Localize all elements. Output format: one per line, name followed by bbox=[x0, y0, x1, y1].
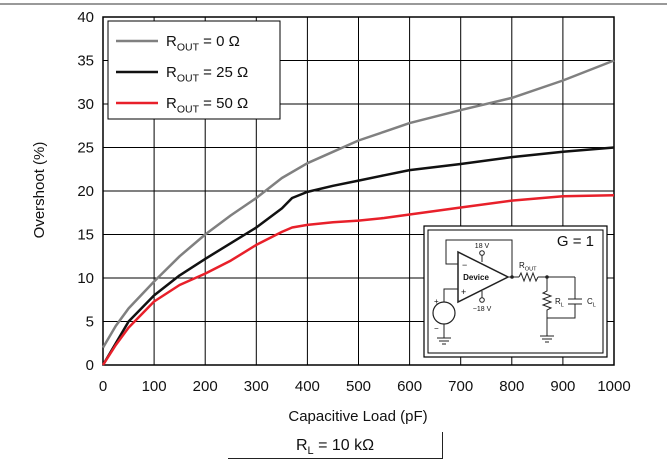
x-tick-label: 500 bbox=[346, 378, 371, 395]
x-tick-label: 300 bbox=[244, 378, 269, 395]
output-node bbox=[510, 275, 514, 279]
y-tick-label: 20 bbox=[77, 183, 94, 200]
series-line-0 bbox=[101, 59, 615, 349]
y-axis-title: Overshoot (%) bbox=[31, 142, 48, 239]
x-tick-label: 100 bbox=[142, 378, 167, 395]
series-lines bbox=[101, 59, 615, 366]
source-minus: − bbox=[434, 324, 439, 333]
supply-pos-node bbox=[479, 250, 485, 256]
supply-pos-label: 18 V bbox=[475, 243, 490, 250]
opamp-triangle bbox=[457, 250, 510, 304]
circuit-inset: G = 1 Device − +18 V −18 V ROUT RL CL + − bbox=[423, 225, 608, 358]
x-tick-label: 700 bbox=[448, 378, 473, 395]
y-tick-label: 40 bbox=[77, 9, 94, 26]
y-tick-label: 15 bbox=[77, 227, 94, 244]
rout-label: ROUT bbox=[519, 261, 537, 272]
x-axis-title: Capacitive Load (pF) bbox=[288, 408, 427, 425]
rout-resistor bbox=[518, 271, 539, 283]
x-tick-label: 0 bbox=[99, 378, 107, 395]
supply-neg-node bbox=[479, 297, 485, 303]
source-plus: + bbox=[434, 297, 439, 306]
cl-label: CL bbox=[587, 297, 596, 308]
inset-frame bbox=[423, 225, 608, 358]
y-tick-label: 30 bbox=[77, 96, 94, 113]
plot-frame bbox=[102, 16, 615, 366]
y-tick-label: 10 bbox=[77, 270, 94, 287]
note-underline bbox=[228, 458, 443, 459]
input-wire bbox=[443, 288, 458, 302]
feedback-wire bbox=[445, 239, 513, 277]
cl-capacitor bbox=[547, 277, 582, 319]
y-tick-label: 25 bbox=[77, 140, 94, 157]
ground-symbol-source bbox=[437, 324, 451, 345]
series-line-2 bbox=[101, 194, 615, 366]
x-tick-label: 600 bbox=[397, 378, 422, 395]
rl-resistor bbox=[541, 277, 553, 336]
x-tick-label: 900 bbox=[550, 378, 575, 395]
inverting-sign: − bbox=[462, 260, 467, 270]
legend-label-2: ROUT = 50 Ω bbox=[166, 95, 248, 116]
x-tick-label: 200 bbox=[193, 378, 218, 395]
tick-labels: 0 100 200 300 400 500 600 700 800 900 1000 0 5 10 15 20… bbox=[77, 9, 630, 395]
series-line-1 bbox=[101, 146, 615, 366]
rl-label: RL bbox=[555, 297, 564, 308]
y-tick-label: 35 bbox=[77, 53, 94, 70]
noninverting-sign: + bbox=[461, 287, 466, 297]
load-resistance-note: RL = 10 kΩ bbox=[295, 437, 375, 458]
ground-symbol-load bbox=[540, 335, 554, 343]
y-tick-label: 0 bbox=[86, 357, 94, 374]
gain-label: G = 1 bbox=[557, 233, 594, 250]
legend-label-0: ROUT = 0 Ω bbox=[166, 33, 240, 54]
note-divider bbox=[442, 432, 443, 459]
x-tick-label: 1000 bbox=[597, 378, 630, 395]
x-tick-label: 400 bbox=[295, 378, 320, 395]
x-tick-label: 800 bbox=[499, 378, 524, 395]
device-label: Device bbox=[463, 273, 489, 282]
legend-label-1: ROUT = 25 Ω bbox=[166, 64, 248, 85]
y-tick-label: 5 bbox=[86, 314, 94, 331]
supply-neg-label: −18 V bbox=[473, 306, 492, 313]
legend: ROUT = 0 Ω ROUT = 25 Ω ROUT = 50 Ω bbox=[107, 20, 281, 120]
inset-inner-frame bbox=[427, 229, 604, 354]
